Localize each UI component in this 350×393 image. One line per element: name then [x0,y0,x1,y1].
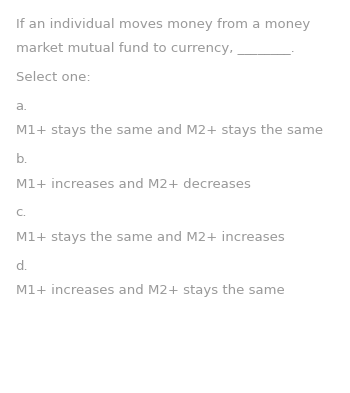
Text: d.: d. [16,260,28,273]
Text: M1+ increases and M2+ decreases: M1+ increases and M2+ decreases [16,178,251,191]
Text: M1+ increases and M2+ stays the same: M1+ increases and M2+ stays the same [16,284,285,297]
Text: Select one:: Select one: [16,71,91,84]
Text: market mutual fund to currency, ________.: market mutual fund to currency, ________… [16,42,294,55]
Text: b.: b. [16,153,28,166]
Text: M1+ stays the same and M2+ stays the same: M1+ stays the same and M2+ stays the sam… [16,124,323,137]
Text: c.: c. [16,206,27,219]
Text: If an individual moves money from a money: If an individual moves money from a mone… [16,18,310,31]
Text: M1+ stays the same and M2+ increases: M1+ stays the same and M2+ increases [16,231,285,244]
Text: a.: a. [16,100,28,113]
